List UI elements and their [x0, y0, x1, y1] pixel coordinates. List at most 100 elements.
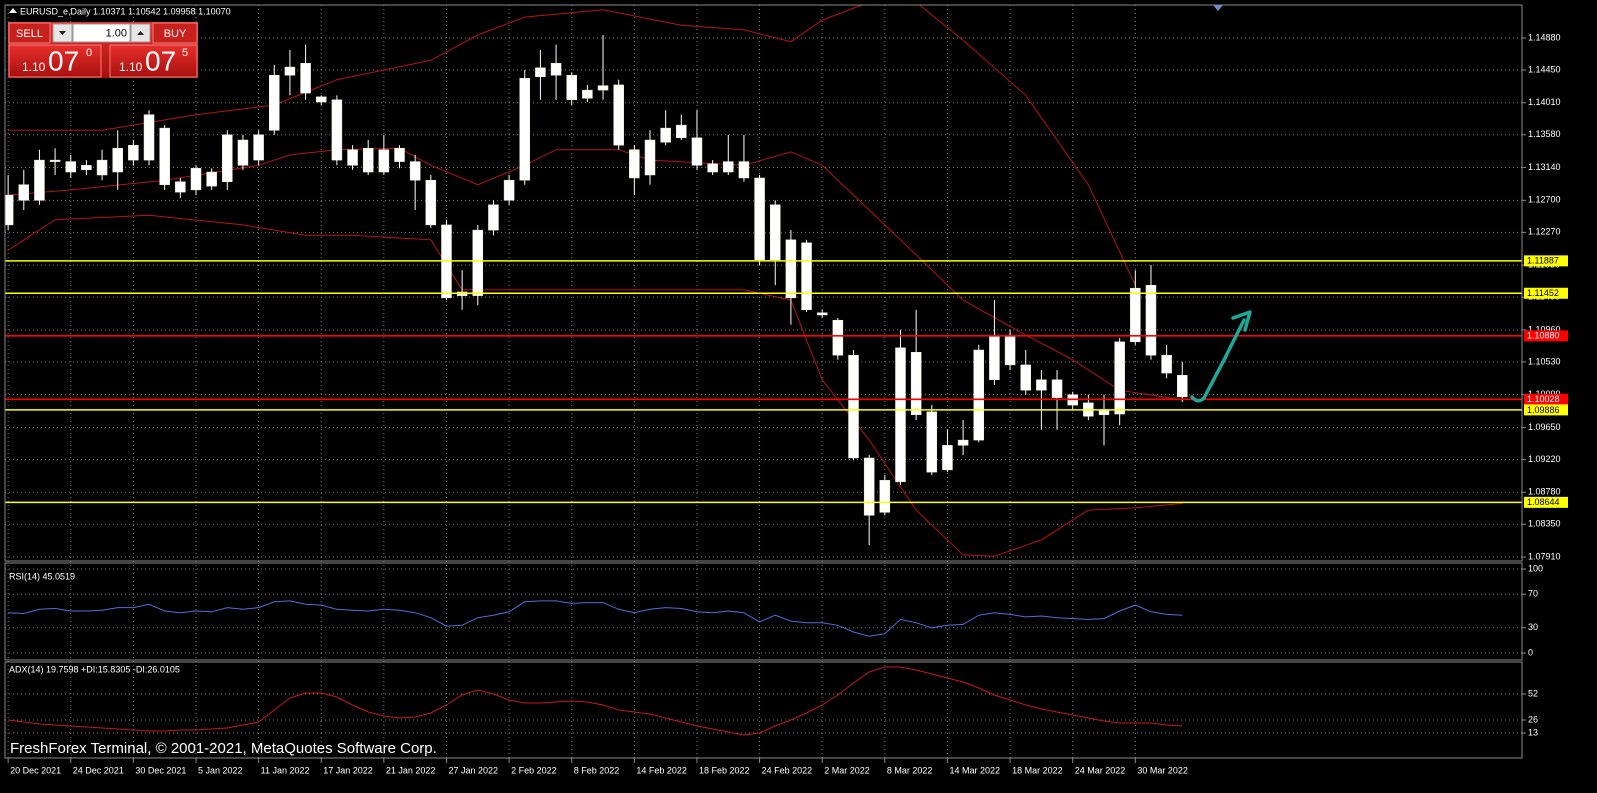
candle-body	[566, 74, 577, 101]
sell-button[interactable]	[8, 22, 51, 44]
x-tick-label: 24 Feb 2022	[762, 765, 813, 775]
price-level-label: 1.10880	[1527, 331, 1560, 341]
candle-body	[597, 85, 609, 91]
price-level-tag	[1524, 255, 1568, 267]
label-layer: 20 Dec 2021 24 Dec 2021 30 Dec 2021 5 Jan 2…	[9, 32, 1568, 775]
y-tick-label: 1.09650	[1528, 422, 1561, 432]
adx-window-frame	[4, 661, 1523, 759]
candle-body	[394, 147, 405, 162]
symbol-info: EURUSD_e,Daily 1.10371 1.10542 1.09958 1…	[20, 6, 231, 16]
candle-body	[895, 347, 906, 483]
x-tick-label: 30 Mar 2022	[1137, 765, 1188, 775]
candle-body	[801, 242, 812, 311]
candle-body	[723, 161, 734, 173]
x-tick-label: 24 Dec 2021	[73, 765, 124, 775]
candle-body	[253, 134, 264, 161]
candle-body	[1177, 375, 1188, 398]
y-tick-label: 13	[1528, 727, 1538, 737]
mark-layer	[5, 5, 1522, 736]
candle-body	[96, 159, 108, 176]
price-level-label: 1.08644	[1527, 497, 1560, 507]
x-tick-label: 5 Jan 2022	[198, 765, 243, 775]
candle-body	[1051, 379, 1063, 398]
price-level-label: 1.09886	[1527, 405, 1560, 415]
candle-body	[331, 99, 343, 161]
y-tick-label: 1.13140	[1528, 162, 1561, 172]
candle-body	[550, 63, 562, 76]
candle-body	[926, 411, 938, 473]
candle-body	[769, 204, 781, 261]
candle-body	[1114, 341, 1125, 415]
x-tick-label: 17 Jan 2022	[323, 765, 373, 775]
candle-body	[613, 84, 624, 146]
price-level-tag	[1524, 287, 1568, 299]
indicator-line	[8, 600, 1183, 637]
x-tick-label: 8 Feb 2022	[574, 765, 620, 775]
indicator-title: ADX(14) 19.7598 +DI:15.8305 -DI:26.0105	[9, 664, 180, 674]
candle-body	[143, 114, 155, 161]
footer-copyright: FreshForex Terminal, © 2001-2021, MetaQu…	[10, 740, 437, 757]
candle-body	[34, 159, 45, 201]
buy-price-small: 5	[182, 47, 188, 59]
candle-body	[503, 179, 515, 201]
candle-body	[488, 204, 499, 231]
candle-body	[582, 89, 593, 99]
candle-body	[237, 139, 249, 166]
y-tick-label: 1.14450	[1528, 64, 1561, 74]
candle-body	[49, 159, 61, 162]
sell-price-box[interactable]	[8, 44, 102, 78]
buy-price-box[interactable]	[109, 44, 198, 78]
buy-price-main: 07	[145, 45, 176, 76]
lot-field[interactable]	[72, 23, 131, 43]
candle-body	[629, 149, 640, 179]
candle-body	[347, 149, 358, 166]
candle-body	[832, 319, 844, 356]
y-tick-label: 1.14010	[1528, 97, 1561, 107]
price-level-tag	[1524, 330, 1568, 342]
y-tick-label: 1.12270	[1528, 227, 1561, 237]
up-arrow	[137, 31, 144, 35]
candle-body	[1130, 287, 1141, 343]
candle-body	[691, 137, 703, 166]
candle-body	[863, 457, 875, 516]
candle-body	[957, 439, 969, 446]
candle-body	[1020, 364, 1031, 391]
trade-panel: SELL 1.00 BUY 1.10 07 0 1.10 07 5	[8, 22, 198, 78]
y-tick-label: 1.08350	[1528, 519, 1561, 529]
indicator-title: RSI(14) 45.0519	[9, 571, 75, 581]
sell-price-big: 1.10	[22, 60, 46, 74]
candle-body	[300, 63, 311, 94]
y-tick-label: 100	[1528, 563, 1543, 573]
rsi-window-frame	[4, 562, 1523, 661]
candle-body	[65, 161, 77, 173]
window-icon	[9, 8, 17, 13]
sell-label: SELL	[16, 28, 43, 40]
x-tick-label: 18 Mar 2022	[1012, 765, 1063, 775]
price-level-label: 1.10028	[1527, 394, 1560, 404]
x-tick-label: 27 Jan 2022	[448, 765, 498, 775]
buy-button[interactable]	[152, 22, 198, 44]
x-tick-label: 14 Mar 2022	[949, 765, 1000, 775]
candle-body	[754, 177, 765, 261]
candle-body	[1145, 284, 1157, 356]
candle-body	[222, 134, 233, 182]
y-tick-label: 1.10960	[1528, 324, 1561, 334]
candle-body	[989, 334, 1000, 381]
candle-body	[1161, 354, 1172, 374]
candle-body	[1098, 410, 1110, 416]
candle-body	[910, 351, 922, 416]
x-tick-label: 2 Mar 2022	[824, 765, 870, 775]
candle-body	[269, 74, 280, 131]
x-tick-label: 30 Dec 2021	[135, 765, 186, 775]
bollinger-band	[7, 214, 1183, 557]
x-tick-label: 21 Jan 2022	[386, 765, 436, 775]
candle-body	[1004, 334, 1016, 366]
candle-body	[190, 168, 202, 191]
candle-body	[5, 194, 14, 226]
candle-body	[81, 165, 92, 171]
candle-body	[660, 127, 671, 143]
y-tick-label: 26	[1528, 714, 1538, 724]
down-arrow	[59, 31, 66, 35]
